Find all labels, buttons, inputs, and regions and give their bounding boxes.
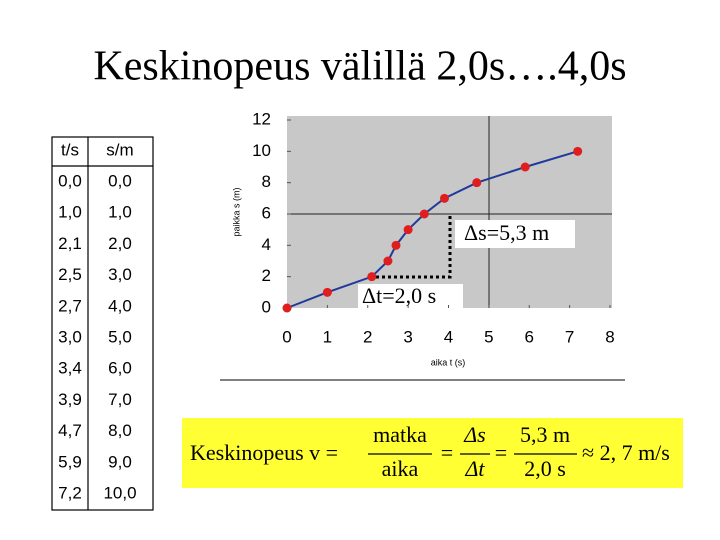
data-point: [322, 287, 332, 297]
equals-sign: =: [495, 440, 507, 465]
plot-area: [287, 116, 612, 308]
data-point: [439, 193, 449, 203]
table-cell: 7,0: [108, 390, 132, 409]
data-point: [472, 178, 482, 188]
x-tick-label: 1: [323, 327, 332, 346]
fraction-numerator: 5,3 m: [520, 422, 570, 447]
x-axis-label: aika t (s): [431, 357, 466, 367]
data-point: [419, 209, 429, 219]
y-tick-label: 2: [262, 266, 271, 285]
data-point: [367, 272, 377, 282]
table-cell: 5,0: [108, 327, 132, 346]
fraction-numerator: Δs: [463, 422, 485, 447]
y-tick-label: 6: [262, 203, 271, 222]
data-point: [383, 256, 393, 266]
fraction-numerator: matka: [373, 422, 427, 447]
x-tick-label: 8: [605, 327, 614, 346]
data-point: [573, 146, 583, 156]
x-tick-label: 2: [363, 327, 372, 346]
x-tick-label: 3: [403, 327, 412, 346]
table-cell: 3,0: [108, 265, 132, 284]
table-cell: 3,4: [58, 359, 82, 378]
y-tick-label: 4: [262, 235, 271, 254]
annotation: Δt=2,0 s: [362, 283, 436, 308]
annotation-box: [455, 220, 575, 248]
delta-guide: [370, 214, 452, 279]
x-tick-label: 5: [484, 327, 493, 346]
table-cell: 4,7: [58, 421, 82, 440]
slide-title: Keskinopeus välillä 2,0s….4,0s: [93, 44, 626, 90]
table-cell: 4,0: [108, 296, 132, 315]
table-cell: 2,7: [58, 296, 82, 315]
table-cell: 2,0: [108, 234, 132, 253]
table-cell: 9,0: [108, 452, 132, 471]
table-cell: 5,9: [58, 452, 82, 471]
data-point: [520, 162, 530, 172]
table-frame: [51, 136, 154, 511]
table-cell: 0,0: [108, 171, 132, 190]
y-axis-label: paikka s (m): [231, 187, 241, 236]
y-tick-label: 8: [262, 172, 271, 191]
data-point: [391, 240, 401, 250]
table-cell: 3,9: [58, 390, 82, 409]
data-point: [403, 225, 413, 235]
table-cell: 1,0: [58, 203, 82, 222]
x-tick-label: 0: [282, 327, 291, 346]
data-point: [282, 303, 292, 313]
annotation: Δs=5,3 m: [464, 220, 549, 245]
formula-box: [182, 418, 683, 488]
table-cell: 8,0: [108, 421, 132, 440]
table-cell: 2,1: [58, 234, 82, 253]
fraction-denominator: aika: [382, 456, 419, 481]
x-tick-label: 7: [565, 327, 574, 346]
formula-lhs: Keskinopeus v =: [190, 440, 338, 465]
y-tick-label: 12: [252, 109, 271, 128]
table-header-cell: t/s: [61, 140, 79, 159]
formula-result: ≈ 2, 7 m/s: [582, 440, 670, 465]
fraction-denominator: 2,0 s: [524, 456, 566, 481]
table-cell: 0,0: [58, 171, 82, 190]
table-cell: 6,0: [108, 359, 132, 378]
table-cell: 3,0: [58, 327, 82, 346]
table-header-cell: s/m: [106, 140, 133, 159]
annotation-box: [358, 284, 463, 310]
fraction-denominator: Δt: [464, 456, 485, 481]
table-cell: 7,2: [58, 483, 82, 502]
y-tick-label: 0: [262, 297, 271, 316]
table-cell: 10,0: [103, 483, 136, 502]
equals-sign: =: [441, 440, 453, 465]
x-tick-label: 4: [444, 327, 453, 346]
x-tick-label: 6: [525, 327, 534, 346]
table-cell: 1,0: [108, 203, 132, 222]
y-tick-label: 10: [252, 141, 271, 160]
table-cell: 2,5: [58, 265, 82, 284]
